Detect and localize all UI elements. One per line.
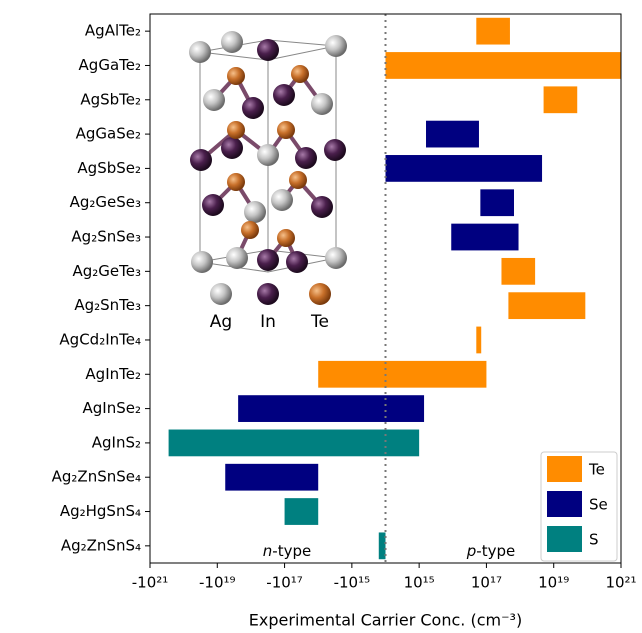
- y-tick-label: AgCd₂InTe₄: [59, 330, 141, 348]
- legend-swatch: [547, 526, 582, 552]
- y-tick-label: Ag₂ZnSnS₄: [61, 536, 141, 554]
- bar: [386, 52, 622, 79]
- atom: [221, 137, 243, 159]
- bar: [501, 258, 535, 285]
- y-tick-label: AgSbSe₂: [77, 159, 141, 177]
- atom: [227, 121, 245, 139]
- bar: [225, 464, 318, 491]
- x-tick-label: 10¹⁵: [404, 574, 435, 592]
- atom: [277, 229, 295, 247]
- atom: [273, 84, 295, 106]
- y-tick-label: AgInS₂: [92, 433, 141, 451]
- atom: [244, 201, 266, 223]
- bar: [476, 18, 510, 45]
- atom: [257, 249, 279, 271]
- bar: [508, 292, 585, 319]
- y-tick-label: AgInTe₂: [85, 365, 141, 383]
- inset-label: In: [260, 312, 276, 332]
- atom: [241, 221, 259, 239]
- y-tick-label: AgSbTe₂: [80, 90, 141, 108]
- bar: [386, 155, 543, 182]
- atom: [190, 149, 212, 171]
- atom: [325, 35, 347, 57]
- x-axis-label: Experimental Carrier Conc. (cm⁻³): [249, 611, 522, 630]
- atom: [291, 65, 309, 83]
- atom: [227, 173, 245, 191]
- y-tick-label: AgInSe₂: [83, 399, 141, 417]
- atom: [203, 89, 225, 111]
- inset-label: Te: [310, 312, 329, 332]
- legend-label: S: [589, 531, 599, 549]
- x-tick-label: 10²¹: [605, 574, 636, 592]
- atom-key: [309, 283, 331, 305]
- atom: [189, 41, 211, 63]
- annotation: n-type: [263, 541, 311, 559]
- atom-key: [210, 283, 232, 305]
- atom: [295, 147, 317, 169]
- x-tick-label: -10¹⁹: [199, 574, 236, 592]
- y-tick-label: Ag₂SnSe₃: [71, 228, 141, 246]
- bar: [451, 224, 518, 251]
- bar: [426, 121, 479, 148]
- x-tick-label: -10²¹: [132, 574, 169, 592]
- y-tick-label: Ag₂HgSnS₄: [60, 502, 141, 520]
- atom: [286, 251, 308, 273]
- atom: [257, 144, 279, 166]
- atom: [227, 67, 245, 85]
- atom: [311, 196, 333, 218]
- atom: [221, 31, 243, 53]
- atom: [226, 247, 248, 269]
- inset-label: Ag: [210, 312, 232, 332]
- atom: [325, 247, 347, 269]
- atom: [324, 139, 346, 161]
- x-tick-label: -10¹⁵: [334, 574, 371, 592]
- y-tick-label: Ag₂ZnSnSe₄: [52, 468, 141, 486]
- atom: [257, 39, 279, 61]
- bar: [285, 498, 319, 525]
- atom: [202, 194, 224, 216]
- atom: [289, 171, 307, 189]
- atom: [191, 251, 213, 273]
- x-tick-label: -10¹⁷: [266, 574, 303, 592]
- crystal-inset: Ag In Te: [189, 31, 347, 332]
- atom: [271, 189, 293, 211]
- bar: [480, 189, 514, 216]
- legend-label: Te: [588, 461, 605, 479]
- annotation: p-type: [466, 541, 515, 559]
- bar: [476, 327, 481, 354]
- bar: [379, 532, 386, 559]
- legend-label: Se: [589, 496, 608, 514]
- y-tick-label: AgGaSe₂: [76, 125, 141, 143]
- atom: [311, 93, 333, 115]
- y-tick-label: Ag₂GeTe₃: [72, 262, 141, 280]
- x-tick-label: 10¹⁹: [538, 574, 569, 592]
- atom: [277, 121, 295, 139]
- bar: [169, 430, 420, 457]
- bar: [544, 86, 578, 113]
- x-tick-label: 10¹⁷: [471, 574, 502, 592]
- y-tick-label: AgAlTe₂: [85, 22, 141, 40]
- y-tick-label: Ag₂SnTe₃: [74, 296, 141, 314]
- y-tick-label: Ag₂GeSe₃: [70, 193, 141, 211]
- bar: [238, 395, 424, 422]
- atom-key: [257, 283, 279, 305]
- legend-swatch: [547, 456, 582, 482]
- bar: [318, 361, 486, 388]
- y-tick-label: AgGaTe₂: [79, 56, 141, 74]
- legend-swatch: [547, 491, 582, 517]
- atom: [242, 97, 264, 119]
- chart: Ag In Te AgAlTe₂ AgGaTe₂ AgSbTe₂ AgGaSe₂ AgSbS…: [0, 0, 642, 633]
